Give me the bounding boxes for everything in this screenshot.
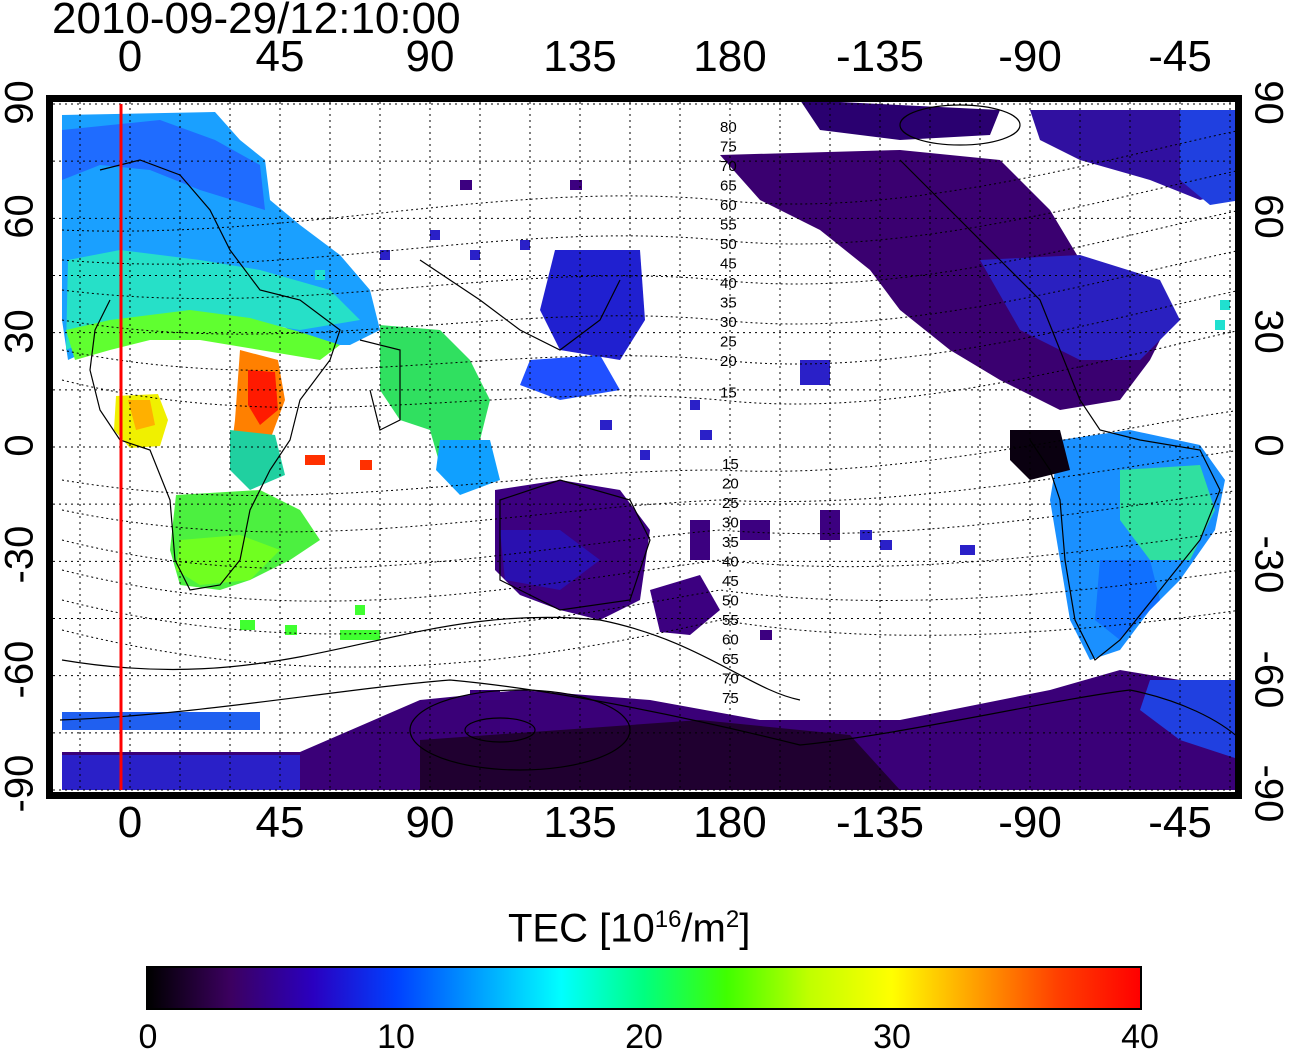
contour-label: 35	[722, 534, 739, 551]
axis-tick-label: -90	[1246, 764, 1291, 823]
contour-label: 35	[720, 295, 737, 312]
axis-tick-label: 60	[1246, 194, 1291, 240]
axis-tick-label: -90	[0, 754, 42, 813]
colorbar	[146, 966, 1142, 1010]
contour-label: 55	[720, 217, 737, 234]
contour-label: 50	[720, 236, 737, 253]
axis-tick-label: 45	[255, 798, 305, 847]
contour-label: 15	[722, 456, 739, 473]
contour-label: 75	[720, 139, 737, 156]
axis-tick-label: 90	[1246, 80, 1291, 125]
contour-label: 45	[722, 573, 739, 590]
axis-tick-label: 90	[0, 80, 42, 125]
contour-labels-south: 15 20 25 30 35 40 45 50 55 60 65 70 75	[722, 456, 739, 707]
contour-label: 20	[722, 476, 739, 493]
contour-label: 25	[720, 334, 737, 351]
axis-tick-label: 135	[543, 798, 617, 847]
contour-label: 15	[720, 385, 737, 402]
contour-label: 75	[722, 690, 739, 707]
contour-label: 40	[722, 554, 739, 571]
axis-tick-label: -30	[1246, 535, 1291, 594]
axis-tick-label: -60	[1246, 650, 1291, 708]
contour-label: 40	[720, 275, 737, 292]
axis-tick-label: 0	[117, 798, 143, 847]
contour-label: 55	[722, 612, 739, 629]
colorbar-tick-label: 20	[625, 1018, 663, 1056]
axis-tick-label: -135	[835, 32, 925, 81]
contour-label: 50	[722, 593, 739, 610]
axis-tick-label: -30	[0, 526, 42, 584]
contour-label: 65	[722, 651, 739, 668]
axis-tick-label: -45	[1148, 798, 1212, 847]
axis-tick-label: 135	[543, 32, 617, 81]
axis-tick-label: 30	[1246, 308, 1291, 354]
contour-label: 60	[720, 197, 737, 214]
contour-label: 65	[720, 178, 737, 195]
contour-labels-north: 80 75 70 65 60 55 50 45 40 35 30 25 20 15	[720, 119, 737, 402]
axis-tick-label: 30	[0, 308, 42, 354]
axis-tick-label: -90	[998, 32, 1062, 81]
contour-label: 30	[722, 515, 739, 532]
colorbar-tick-label: 40	[1121, 1018, 1159, 1056]
contour-label: 20	[720, 353, 737, 370]
contour-label: 30	[720, 314, 737, 331]
axis-tick-label: 0	[0, 434, 42, 457]
colorbar-tick-label: 30	[873, 1018, 911, 1056]
axis-tick-label: -135	[835, 798, 925, 847]
tec-data-layer	[62, 100, 1241, 790]
axis-tick-label: 180	[693, 32, 767, 81]
axis-tick-label: 90	[405, 798, 455, 847]
contour-label: 70	[720, 158, 737, 175]
colorbar-label: TEC [1016/m2]	[508, 906, 751, 951]
axis-tick-label: 45	[255, 32, 305, 81]
contour-label: 70	[722, 671, 739, 688]
magnetic-contours	[61, 129, 1242, 668]
contour-label: 60	[722, 632, 739, 649]
axis-tick-label: -60	[0, 640, 42, 699]
axis-tick-label: 0	[1246, 434, 1291, 457]
axis-tick-label: -45	[1148, 32, 1212, 81]
colorbar-tick-label: 10	[377, 1018, 415, 1056]
colorbar-tick-label: 0	[138, 1018, 158, 1056]
contour-label: 25	[722, 495, 739, 512]
map-title: 2010-09-29/12:10:00	[52, 0, 461, 43]
contour-label: 45	[720, 256, 737, 273]
contour-label: 80	[720, 119, 737, 136]
lat-lon-grid	[53, 102, 1235, 792]
tec-region-asia	[380, 325, 490, 470]
axis-tick-label: 60	[0, 194, 42, 240]
axis-tick-label: 180	[693, 798, 767, 847]
axis-tick-label: 0	[117, 32, 143, 81]
axis-tick-label: -90	[998, 798, 1062, 847]
axis-tick-label: 90	[405, 32, 455, 81]
